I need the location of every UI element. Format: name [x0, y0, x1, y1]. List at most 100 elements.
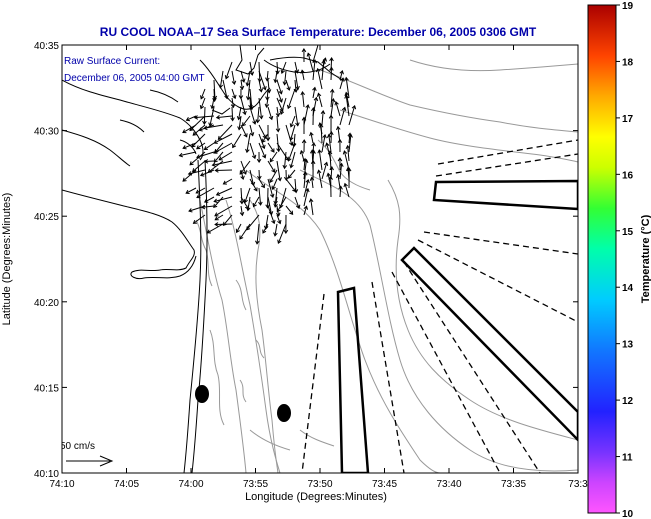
current-vector-head: [203, 146, 208, 151]
current-vector: [249, 169, 255, 186]
current-vector-head: [277, 177, 282, 182]
current-vector: [257, 106, 260, 123]
current-vector-head: [258, 201, 263, 206]
current-vector-head: [329, 66, 334, 71]
current-vector-head: [338, 185, 343, 190]
scale-arrow: [66, 455, 114, 467]
current-vector: [214, 205, 233, 217]
current-vector-head: [224, 75, 230, 80]
current-vector-head: [191, 143, 196, 148]
current-vector-head: [335, 125, 341, 131]
current-vector-head: [275, 112, 281, 118]
current-vector-head: [310, 159, 316, 165]
current-vector: [223, 178, 233, 185]
current-vector: [276, 142, 289, 161]
current-vector-head: [191, 168, 197, 173]
current-vector: [276, 214, 281, 224]
current-vector-head: [217, 135, 222, 141]
current-vector: [186, 115, 197, 121]
current-vector: [311, 177, 314, 189]
current-vector: [321, 60, 325, 81]
current-vector-head: [236, 115, 242, 121]
current-vector-head: [252, 203, 257, 208]
current-vector-head: [255, 119, 261, 124]
current-vector-head: [336, 173, 341, 179]
current-vector: [335, 101, 341, 117]
current-vector-head: [196, 194, 201, 199]
current-vector: [277, 223, 287, 244]
current-vector-head: [230, 117, 235, 122]
current-vector-head: [273, 232, 278, 237]
y-tick-label: 40:30: [34, 127, 59, 138]
x-tick-label: 74:05: [114, 479, 139, 490]
current-vector-head: [329, 88, 335, 93]
current-vectors: [178, 45, 357, 245]
current-vector-head: [268, 115, 274, 121]
current-vector: [329, 151, 332, 171]
coastline: [62, 45, 343, 473]
current-vector: [272, 178, 278, 190]
current-vector-head: [303, 205, 309, 210]
current-vector-head: [269, 193, 275, 199]
buoy-marker: [277, 404, 291, 422]
current-vector-head: [280, 69, 285, 74]
current-vector: [189, 115, 206, 131]
current-vector: [317, 93, 323, 108]
current-vector-head: [264, 103, 270, 108]
current-vector: [216, 187, 233, 196]
colorbar-tick-label: 12: [622, 396, 634, 407]
current-vector: [258, 124, 267, 139]
current-vector-head: [346, 167, 352, 172]
current-vector: [303, 159, 307, 180]
current-vector: [196, 187, 215, 198]
current-vector-head: [239, 200, 245, 205]
current-vector-head: [211, 162, 216, 167]
current-vector-head: [185, 117, 191, 122]
current-vector-head: [315, 67, 321, 73]
current-vector-head: [342, 150, 348, 155]
current-vector-head: [334, 101, 339, 106]
current-vector: [219, 70, 224, 88]
current-vector-head: [301, 139, 307, 144]
current-vector: [214, 214, 224, 221]
current-vector-head: [214, 168, 219, 173]
current-vector: [256, 223, 260, 244]
current-vector: [192, 160, 206, 172]
current-vector-head: [275, 128, 281, 133]
current-vector: [267, 196, 273, 215]
current-vector: [247, 79, 251, 100]
current-vector: [276, 115, 279, 132]
current-vector-head: [316, 92, 322, 97]
current-vector: [345, 95, 350, 117]
current-vector: [337, 174, 341, 189]
current-vector-head: [214, 222, 219, 227]
current-vector: [223, 214, 233, 226]
current-vector-head: [262, 229, 267, 234]
current-vector-head: [305, 104, 310, 109]
current-vector: [339, 107, 346, 126]
current-vector-head: [213, 139, 218, 144]
current-vector-head: [282, 164, 288, 170]
x-tick-label: 73:55: [243, 479, 268, 490]
current-vector: [267, 142, 275, 153]
current-vector-head: [213, 149, 218, 154]
current-vector-head: [200, 95, 205, 100]
current-vector: [246, 214, 260, 231]
current-vector-head: [276, 147, 281, 153]
current-timestamp: December 06, 2005 04:00 GMT: [64, 73, 205, 84]
current-vector: [288, 142, 296, 162]
current-vector: [225, 61, 233, 79]
current-vector-head: [283, 229, 289, 235]
current-vector: [274, 223, 278, 236]
current-vector: [262, 223, 269, 234]
current-vector-head: [279, 110, 285, 116]
current-vector: [249, 142, 256, 159]
bathymetry-contours: [195, 59, 578, 473]
current-vector: [240, 70, 245, 83]
current-vector: [303, 179, 309, 198]
current-vector-head: [252, 120, 257, 125]
current-vector: [321, 110, 324, 126]
current-vector: [179, 151, 197, 157]
current-vector: [285, 205, 294, 215]
current-vector-head: [198, 127, 203, 132]
